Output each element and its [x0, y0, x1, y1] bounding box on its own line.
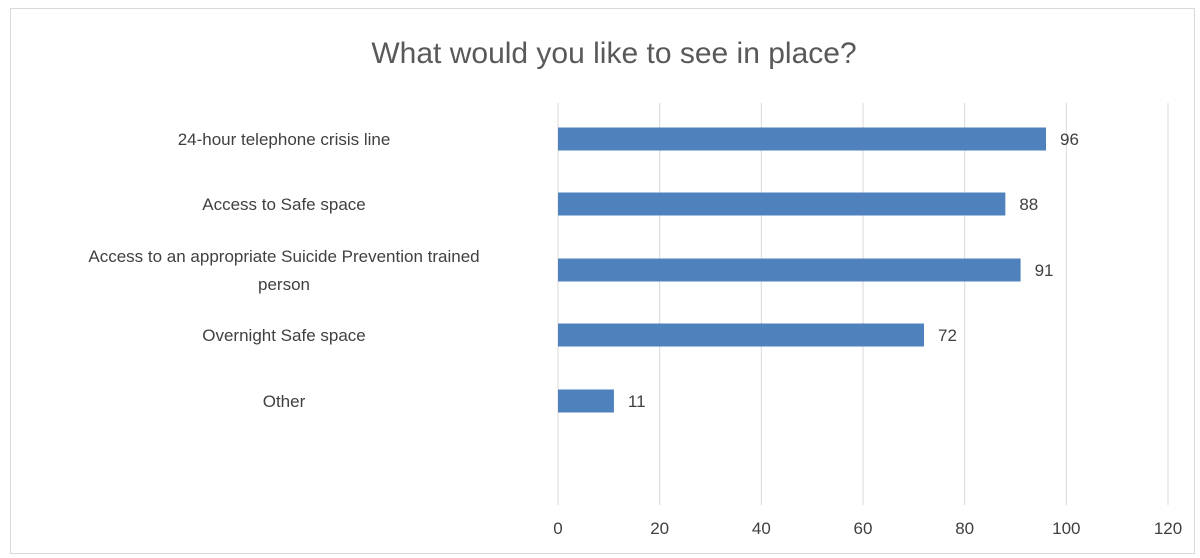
- bar: [558, 192, 1006, 216]
- data-label: 88: [1019, 195, 1038, 214]
- x-tick-label: 0: [553, 519, 562, 538]
- category-label-line: Overnight Safe space: [202, 326, 365, 345]
- category-label-line: Access to an appropriate Suicide Prevent…: [88, 247, 479, 266]
- bars: [558, 127, 1046, 413]
- x-tick-label: 120: [1154, 519, 1182, 538]
- x-tick-label: 80: [955, 519, 974, 538]
- data-label: 91: [1035, 261, 1054, 280]
- x-tick-label: 100: [1052, 519, 1080, 538]
- chart-title: What would you like to see in place?: [371, 37, 856, 70]
- bar: [558, 389, 614, 413]
- labels: 0 20 40 60 80 100 120 96 24-hour telephone crisi…: [88, 130, 1182, 538]
- category-label: Access to Safe space: [202, 195, 365, 214]
- category-label: 24-hour telephone crisis line: [178, 130, 391, 149]
- category-label-line: Access to Safe space: [202, 195, 365, 214]
- x-tick-label: 60: [854, 519, 873, 538]
- category-label-line: 24-hour telephone crisis line: [178, 130, 391, 149]
- category-label: Access to an appropriate Suicide Prevent…: [88, 247, 479, 294]
- data-label: 11: [628, 392, 646, 411]
- category-label-line: person: [258, 275, 310, 294]
- category-label-line: Other: [263, 392, 306, 411]
- bar: [558, 127, 1046, 151]
- x-tick-label: 20: [650, 519, 669, 538]
- data-label: 96: [1060, 130, 1079, 149]
- bar: [558, 323, 924, 347]
- category-label: Other: [263, 392, 306, 411]
- bar: [558, 258, 1021, 282]
- gridlines: [557, 103, 1169, 505]
- category-label: Overnight Safe space: [202, 326, 365, 345]
- x-tick-label: 40: [752, 519, 771, 538]
- data-label: 72: [938, 326, 957, 345]
